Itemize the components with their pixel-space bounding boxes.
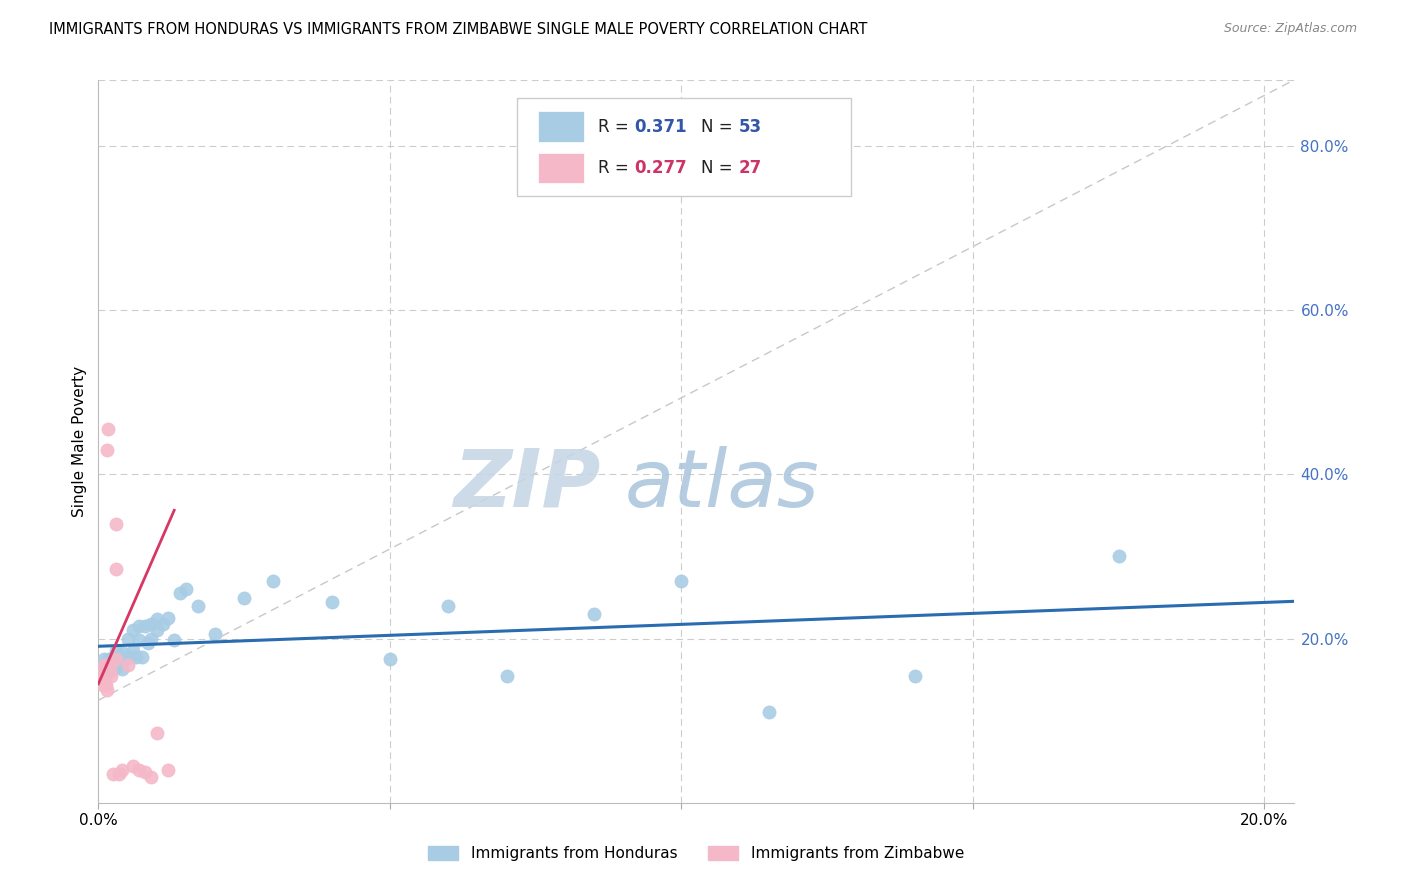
Point (91, 678, 114, 692)
Point (139, 632, 162, 646)
Point (117, 649, 139, 664)
Point (903, 668, 925, 682)
Point (104, 644, 127, 658)
Y-axis label: Single Male Poverty: Single Male Poverty (72, 366, 87, 517)
Point (152, 616, 174, 631)
Point (97, 652, 120, 666)
Point (122, 624, 145, 638)
Text: N =: N = (700, 159, 738, 177)
Point (131, 649, 153, 664)
Point (93, 663, 115, 677)
Point (582, 607, 605, 621)
Point (96, 663, 118, 677)
Point (495, 668, 517, 682)
Point (98, 652, 121, 666)
Point (378, 652, 401, 666)
Point (120, 649, 142, 664)
Point (104, 562, 127, 576)
Text: R =: R = (598, 118, 634, 136)
Point (98, 663, 121, 677)
Point (111, 662, 134, 676)
Point (104, 652, 127, 666)
Point (117, 632, 139, 646)
Point (105, 657, 128, 672)
Point (204, 627, 226, 641)
Point (96, 442, 118, 457)
Point (111, 646, 134, 660)
Text: 27: 27 (740, 159, 762, 177)
Legend: Immigrants from Honduras, Immigrants from Zimbabwe: Immigrants from Honduras, Immigrants fro… (422, 840, 970, 867)
Point (94, 668, 117, 682)
Text: 0.371: 0.371 (634, 118, 686, 136)
Text: R =: R = (598, 159, 634, 177)
Point (145, 726, 167, 740)
Point (111, 649, 134, 664)
Point (134, 619, 156, 633)
Point (104, 516, 127, 531)
Point (1108, 549, 1130, 564)
Point (101, 767, 124, 781)
Point (136, 636, 159, 650)
Point (671, 574, 693, 588)
Point (262, 574, 284, 588)
Point (174, 582, 197, 597)
Point (128, 763, 150, 777)
Point (186, 599, 208, 613)
Point (101, 652, 124, 666)
Point (96, 657, 118, 671)
Point (122, 759, 145, 773)
FancyBboxPatch shape (538, 112, 583, 142)
Point (139, 616, 162, 631)
Text: 0.277: 0.277 (634, 159, 686, 177)
Point (98, 665, 121, 679)
Point (93, 652, 115, 666)
Point (96, 683, 118, 698)
Point (98, 657, 121, 672)
Point (163, 633, 186, 648)
FancyBboxPatch shape (517, 98, 852, 196)
Point (128, 633, 150, 648)
Point (157, 611, 180, 625)
Point (114, 652, 136, 666)
Point (94, 678, 117, 692)
Point (91, 660, 114, 674)
Text: ZIP: ZIP (453, 446, 600, 524)
Point (104, 652, 127, 666)
Point (93, 657, 115, 672)
Point (145, 624, 167, 638)
Point (157, 763, 180, 777)
Point (125, 649, 148, 664)
Point (97, 660, 120, 674)
Point (117, 657, 139, 672)
Point (91, 673, 114, 687)
Point (94, 657, 117, 672)
Point (111, 763, 134, 777)
Text: 53: 53 (740, 118, 762, 136)
Point (100, 668, 122, 682)
FancyBboxPatch shape (538, 153, 583, 183)
Point (169, 586, 191, 600)
Point (90, 663, 112, 677)
Point (321, 594, 343, 608)
Text: IMMIGRANTS FROM HONDURAS VS IMMIGRANTS FROM ZIMBABWE SINGLE MALE POVERTY CORRELA: IMMIGRANTS FROM HONDURAS VS IMMIGRANTS F… (49, 22, 868, 37)
Text: atlas: atlas (624, 446, 820, 524)
Point (100, 657, 122, 672)
Point (97, 422, 120, 436)
Point (145, 612, 167, 626)
Point (437, 599, 460, 613)
Point (128, 619, 150, 633)
Point (108, 767, 131, 781)
Point (233, 591, 256, 605)
Text: Source: ZipAtlas.com: Source: ZipAtlas.com (1223, 22, 1357, 36)
Point (104, 660, 127, 674)
Point (758, 706, 780, 720)
Point (90, 668, 112, 682)
Point (122, 644, 145, 658)
Text: N =: N = (700, 118, 738, 136)
Point (108, 649, 131, 664)
Point (139, 770, 162, 784)
Point (134, 764, 156, 779)
